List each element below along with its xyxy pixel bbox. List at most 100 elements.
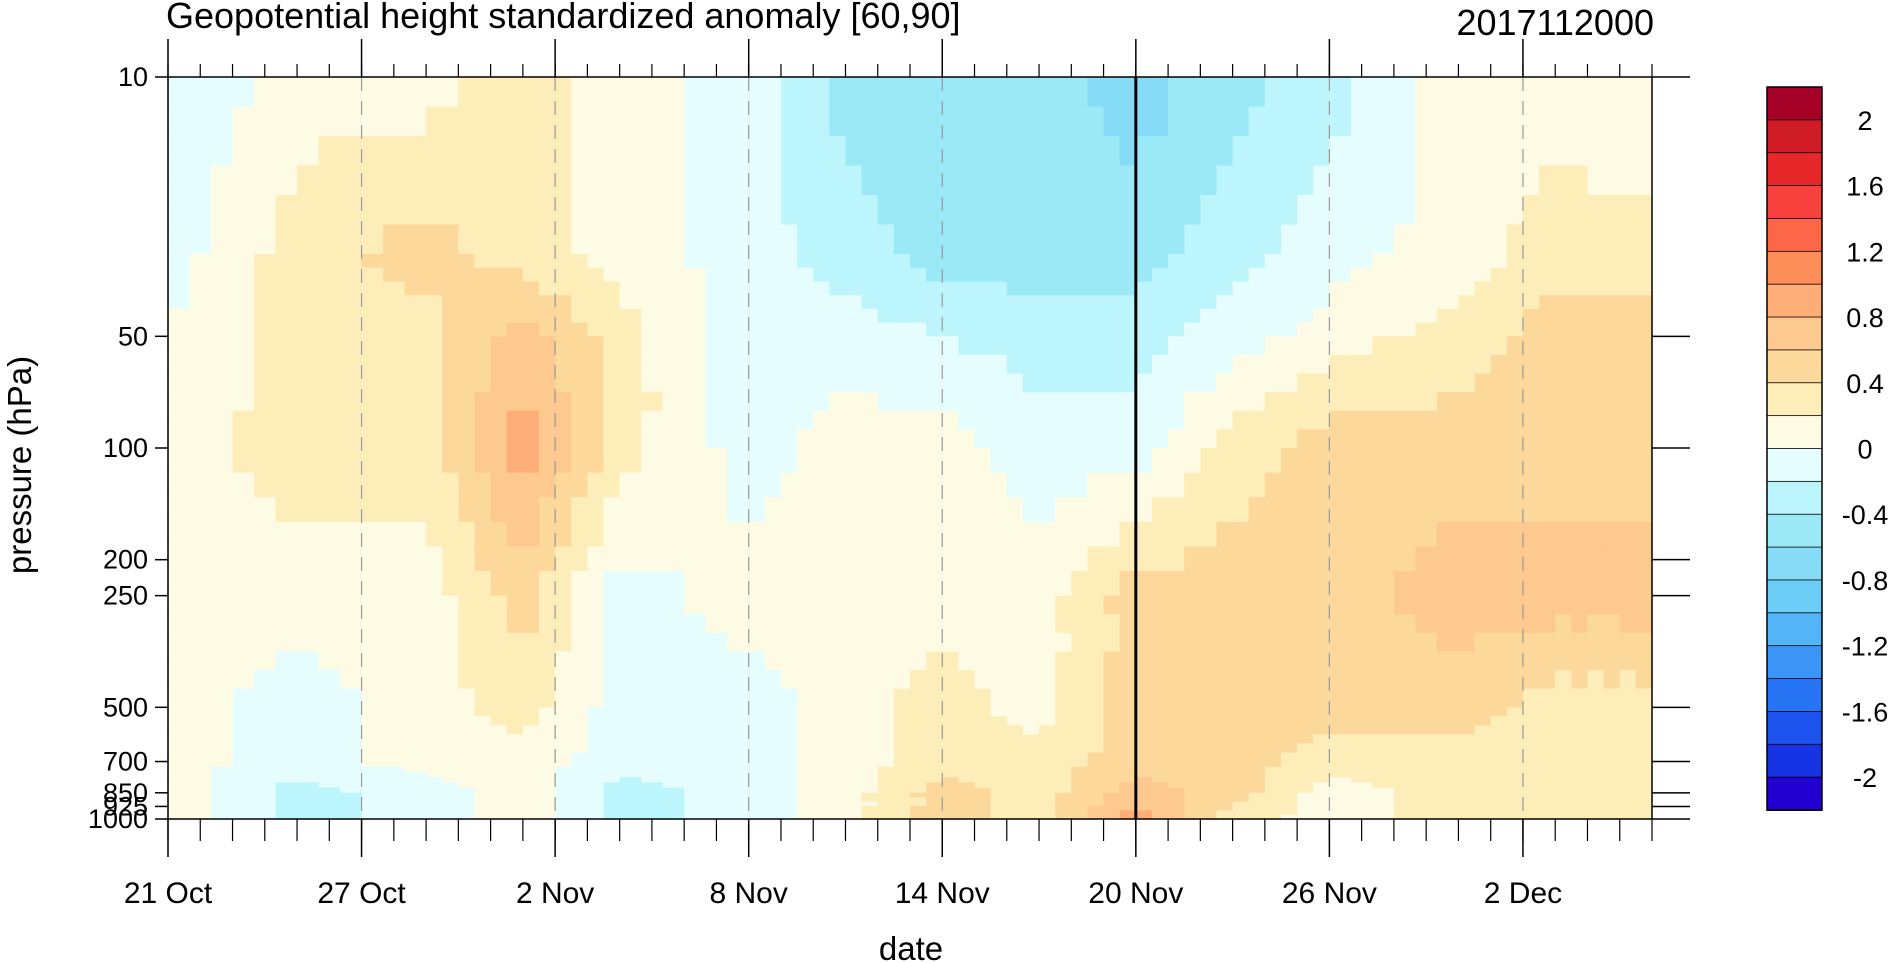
- shaded-cell: [1571, 354, 1589, 375]
- shaded-cell: [684, 734, 707, 745]
- shaded-cell: [942, 224, 959, 255]
- shaded-cell: [1458, 497, 1476, 523]
- shaded-cell: [1587, 322, 1605, 337]
- shaded-cell: [1151, 725, 1169, 736]
- shaded-cell: [1490, 771, 1508, 778]
- shaded-cell: [1232, 782, 1250, 789]
- shaded-cell: [942, 614, 959, 634]
- shaded-cell: [1039, 777, 1056, 783]
- shaded-cell: [1135, 106, 1153, 137]
- shaded-cell: [619, 734, 642, 745]
- shaded-cell: [1216, 472, 1234, 498]
- shaded-cell: [571, 392, 588, 412]
- shaded-cell: [1329, 224, 1352, 255]
- shaded-cell: [189, 651, 212, 671]
- shaded-cell: [1490, 792, 1508, 798]
- shaded-cell: [1350, 810, 1374, 816]
- shaded-cell: [1119, 373, 1137, 393]
- shaded-cell: [318, 448, 341, 474]
- shaded-cell: [1603, 670, 1621, 690]
- shaded-cell: [1216, 106, 1234, 137]
- colorbar-swatch: [1766, 711, 1823, 746]
- shaded-cell: [275, 497, 298, 523]
- shaded-cell: [189, 336, 212, 356]
- shaded-cell: [522, 787, 540, 794]
- shaded-cell: [490, 801, 508, 807]
- shaded-cell: [1522, 797, 1540, 803]
- shaded-cell: [539, 725, 556, 736]
- shaded-cell: [1022, 224, 1040, 255]
- shaded-cell: [1151, 688, 1169, 708]
- shaded-cell: [474, 77, 492, 108]
- shaded-cell: [1022, 354, 1040, 375]
- shaded-cell: [426, 614, 443, 634]
- shaded-cell: [1248, 716, 1266, 726]
- shaded-cell: [684, 429, 707, 449]
- shaded-cell: [958, 707, 976, 717]
- shaded-cell: [442, 797, 459, 803]
- shaded-cell: [211, 766, 234, 773]
- shaded-cell: [404, 429, 427, 449]
- shaded-cell: [506, 392, 524, 412]
- shaded-cell: [1506, 752, 1524, 763]
- colorbar-swatch: [1766, 513, 1823, 548]
- shaded-cell: [1436, 651, 1460, 671]
- shaded-cell: [522, 497, 540, 523]
- shaded-cell: [619, 410, 642, 430]
- shaded-cell: [926, 734, 943, 745]
- shaded-cell: [1329, 707, 1352, 717]
- shaded-cell: [1619, 429, 1637, 449]
- shaded-cell: [797, 651, 814, 671]
- shaded-cell: [958, 670, 976, 690]
- shaded-cell: [780, 165, 798, 196]
- shaded-cell: [684, 322, 707, 337]
- shaded-cell: [780, 734, 798, 745]
- shaded-cell: [813, 521, 830, 548]
- shaded-cell: [1281, 614, 1298, 634]
- shaded-cell: [1474, 497, 1492, 523]
- shaded-cell: [571, 810, 588, 816]
- shaded-cell: [404, 716, 427, 726]
- shaded-cell: [619, 752, 642, 763]
- shaded-cell: [748, 195, 766, 226]
- shaded-cell: [1264, 267, 1282, 283]
- shaded-cell: [1350, 224, 1374, 255]
- shaded-cell: [458, 521, 476, 548]
- shaded-cell: [587, 670, 605, 690]
- shaded-cell: [571, 651, 588, 671]
- shaded-cell: [587, 373, 605, 393]
- shaded-cell: [1248, 392, 1266, 412]
- shaded-cell: [619, 782, 642, 789]
- shaded-cell: [990, 797, 1008, 803]
- shaded-cell: [861, 771, 879, 778]
- shaded-cell: [1006, 743, 1024, 754]
- shaded-cell: [958, 373, 976, 393]
- shaded-cell: [1329, 336, 1352, 356]
- shaded-cell: [1372, 782, 1395, 789]
- shaded-cell: [189, 814, 212, 820]
- shaded-cell: [1022, 797, 1040, 803]
- shaded-cell: [813, 614, 830, 634]
- shaded-cell: [1415, 267, 1438, 283]
- shaded-cell: [958, 497, 976, 523]
- shaded-cell: [1329, 521, 1352, 548]
- shaded-cell: [942, 497, 959, 523]
- shaded-cell: [1135, 354, 1153, 375]
- shaded-cell: [571, 632, 588, 653]
- shaded-cell: [571, 308, 588, 324]
- shaded-cell: [168, 546, 191, 572]
- shaded-cell: [474, 805, 492, 811]
- shaded-cell: [404, 771, 427, 778]
- shaded-cell: [1436, 472, 1460, 498]
- shaded-cell: [813, 448, 830, 474]
- shaded-cell: [426, 797, 443, 803]
- shaded-cell: [1297, 810, 1314, 816]
- shaded-cell: [1248, 814, 1266, 820]
- shaded-cell: [926, 743, 943, 754]
- shaded-cell: [705, 521, 728, 548]
- shaded-cell: [797, 448, 814, 474]
- shaded-cell: [506, 734, 524, 745]
- shaded-cell: [1232, 734, 1250, 745]
- colorbar-swatch: [1766, 448, 1823, 483]
- shaded-cell: [189, 782, 212, 789]
